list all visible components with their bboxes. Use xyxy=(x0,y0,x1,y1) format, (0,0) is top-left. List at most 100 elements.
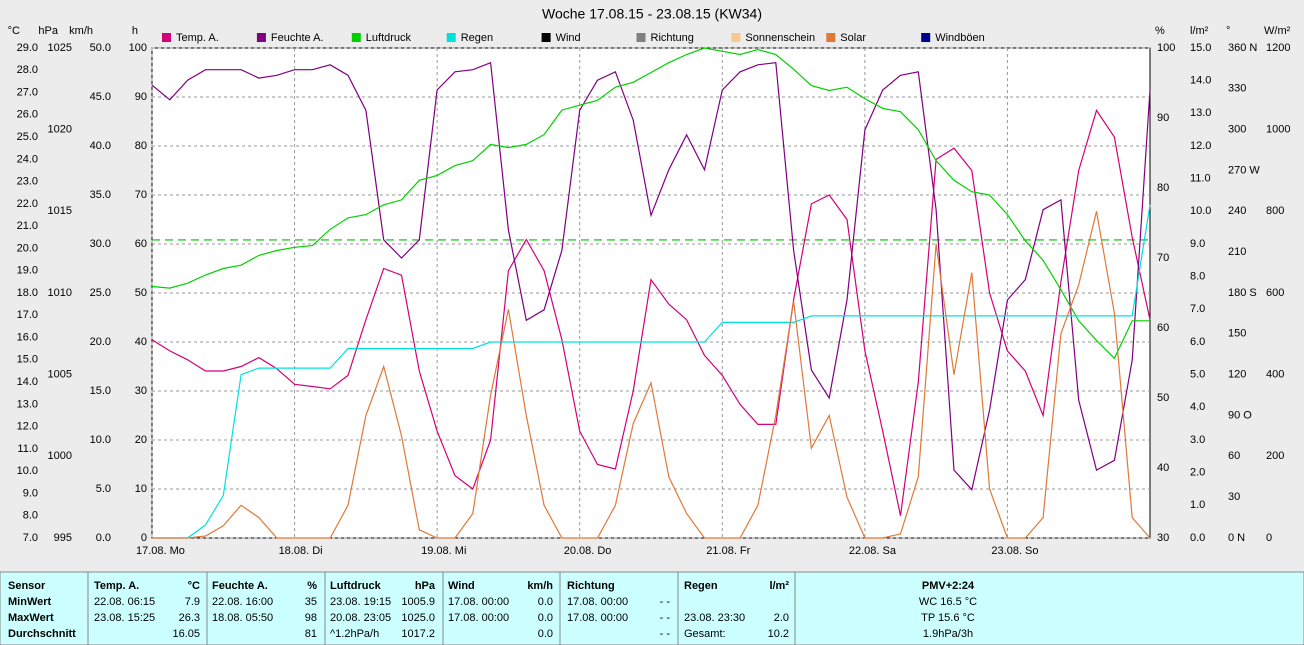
table-cell: Temp. A. xyxy=(94,580,139,592)
y-tick-label: 10.0 xyxy=(17,465,38,477)
y-tick-label: 27.0 xyxy=(17,86,38,98)
chart-title: Woche 17.08.15 - 23.08.15 (KW34) xyxy=(542,6,762,22)
table-cell: 1005.9 xyxy=(401,596,435,608)
y-tick-label: 240 xyxy=(1228,205,1246,217)
y-tick-label: 7.0 xyxy=(1190,303,1205,315)
y-tick-label: 24.0 xyxy=(17,153,38,165)
y-tick-label: 80 xyxy=(1157,182,1169,194)
y-tick-label: 35.0 xyxy=(90,189,111,201)
legend-swatch xyxy=(921,33,931,42)
table-cell: - - xyxy=(660,628,671,640)
y-tick-label: 50 xyxy=(135,287,147,299)
table-cell: Regen xyxy=(684,580,718,592)
legend-swatch xyxy=(636,33,646,42)
x-tick-label: 17.08. Mo xyxy=(136,545,185,557)
y-tick-label: 30.0 xyxy=(90,238,111,250)
y-tick-label: 80 xyxy=(135,140,147,152)
y-tick-label: 0.0 xyxy=(96,532,111,544)
y-tick-label: 14.0 xyxy=(17,376,38,388)
y-tick-label: 5.0 xyxy=(96,483,111,495)
axis-unit: km/h xyxy=(69,25,93,37)
y-tick-label: 40 xyxy=(135,336,147,348)
y-tick-label: 23.0 xyxy=(17,176,38,188)
y-tick-label: 300 xyxy=(1228,124,1246,136)
table-cell: PMV+2:24 xyxy=(922,580,975,592)
y-tick-label: 0 xyxy=(1266,532,1272,544)
table-cell: Feuchte A. xyxy=(212,580,268,592)
legend-label: Regen xyxy=(461,32,493,44)
series-line xyxy=(151,61,1151,491)
table-cell: 18.08. 05:50 xyxy=(212,612,273,624)
x-tick-label: 23.08. So xyxy=(991,545,1038,557)
table-cell: Durchschnitt xyxy=(8,628,76,640)
legend-swatch xyxy=(351,33,361,42)
series-line xyxy=(151,47,1150,360)
y-tick-label: 30 xyxy=(135,385,147,397)
y-tick-label: 16.0 xyxy=(17,331,38,343)
y-tick-label: 1015 xyxy=(48,205,72,217)
y-tick-label: 45.0 xyxy=(90,91,111,103)
y-tick-label: 21.0 xyxy=(17,220,38,232)
series-line xyxy=(152,211,1151,539)
stats-table xyxy=(0,571,1304,645)
table-cell: 1.9hPa/3h xyxy=(923,628,973,640)
y-tick-label: 180 S xyxy=(1228,287,1257,299)
legend-label: Temp. A. xyxy=(176,32,219,44)
y-tick-label: 9.0 xyxy=(23,487,38,499)
table-cell: MaxWert xyxy=(8,612,54,624)
table-cell: 0.0 xyxy=(538,612,553,624)
legend-label: Solar xyxy=(840,32,866,44)
y-tick-label: 19.0 xyxy=(17,265,38,277)
y-tick-label: 4.0 xyxy=(1190,401,1205,413)
y-tick-label: 400 xyxy=(1266,369,1284,381)
y-tick-label: 60 xyxy=(1228,450,1240,462)
y-tick-label: 20 xyxy=(135,434,147,446)
y-tick-label: 800 xyxy=(1266,205,1284,217)
table-cell: 81 xyxy=(305,628,317,640)
table-cell: 98 xyxy=(305,612,317,624)
y-tick-label: 0 xyxy=(141,532,147,544)
table-cell: Wind xyxy=(448,580,475,592)
y-tick-label: 15.0 xyxy=(1190,42,1211,54)
y-tick-label: 25.0 xyxy=(17,131,38,143)
y-tick-label: 100 xyxy=(129,42,147,54)
legend-swatch xyxy=(541,33,551,42)
y-tick-label: 600 xyxy=(1266,287,1284,299)
table-cell: 20.08. 23:05 xyxy=(330,612,391,624)
x-tick-label: 20.08. Do xyxy=(564,545,612,557)
y-tick-label: 30 xyxy=(1157,532,1169,544)
table-cell: 23.08. 23:30 xyxy=(684,612,745,624)
y-tick-label: 90 xyxy=(1157,112,1169,124)
y-tick-label: 50.0 xyxy=(90,42,111,54)
y-tick-label: 70 xyxy=(135,189,147,201)
y-tick-label: 0 N xyxy=(1228,532,1245,544)
y-tick-label: 7.0 xyxy=(23,532,38,544)
y-tick-label: 20.0 xyxy=(17,242,38,254)
table-cell: Gesamt: xyxy=(684,628,726,640)
y-tick-label: 17.0 xyxy=(17,309,38,321)
y-tick-label: 150 xyxy=(1228,328,1246,340)
y-tick-label: 10.0 xyxy=(90,434,111,446)
table-cell: TP 15.6 °C xyxy=(921,612,975,624)
legend-swatch xyxy=(731,33,741,42)
table-cell: 7.9 xyxy=(185,596,200,608)
table-cell: WC 16.5 °C xyxy=(919,596,977,608)
legend-label: Richtung xyxy=(651,32,694,44)
y-tick-label: 5.0 xyxy=(1190,369,1205,381)
y-tick-label: 995 xyxy=(54,532,72,544)
y-tick-label: 1000 xyxy=(1266,124,1290,136)
y-tick-label: 1020 xyxy=(48,124,72,136)
table-cell: 22.08. 06:15 xyxy=(94,596,155,608)
y-tick-label: 40.0 xyxy=(90,140,111,152)
y-tick-label: 120 xyxy=(1228,369,1246,381)
legend-label: Sonnenschein xyxy=(745,32,815,44)
table-cell: 0.0 xyxy=(538,596,553,608)
table-cell: % xyxy=(307,580,317,592)
y-tick-label: 60 xyxy=(135,238,147,250)
table-cell: 17.08. 00:00 xyxy=(567,612,628,624)
y-tick-label: 25.0 xyxy=(90,287,111,299)
axis-unit: W/m² xyxy=(1264,25,1291,37)
y-tick-label: 1200 xyxy=(1266,42,1290,54)
y-tick-label: 20.0 xyxy=(90,336,111,348)
table-cell: 1025.0 xyxy=(401,612,435,624)
